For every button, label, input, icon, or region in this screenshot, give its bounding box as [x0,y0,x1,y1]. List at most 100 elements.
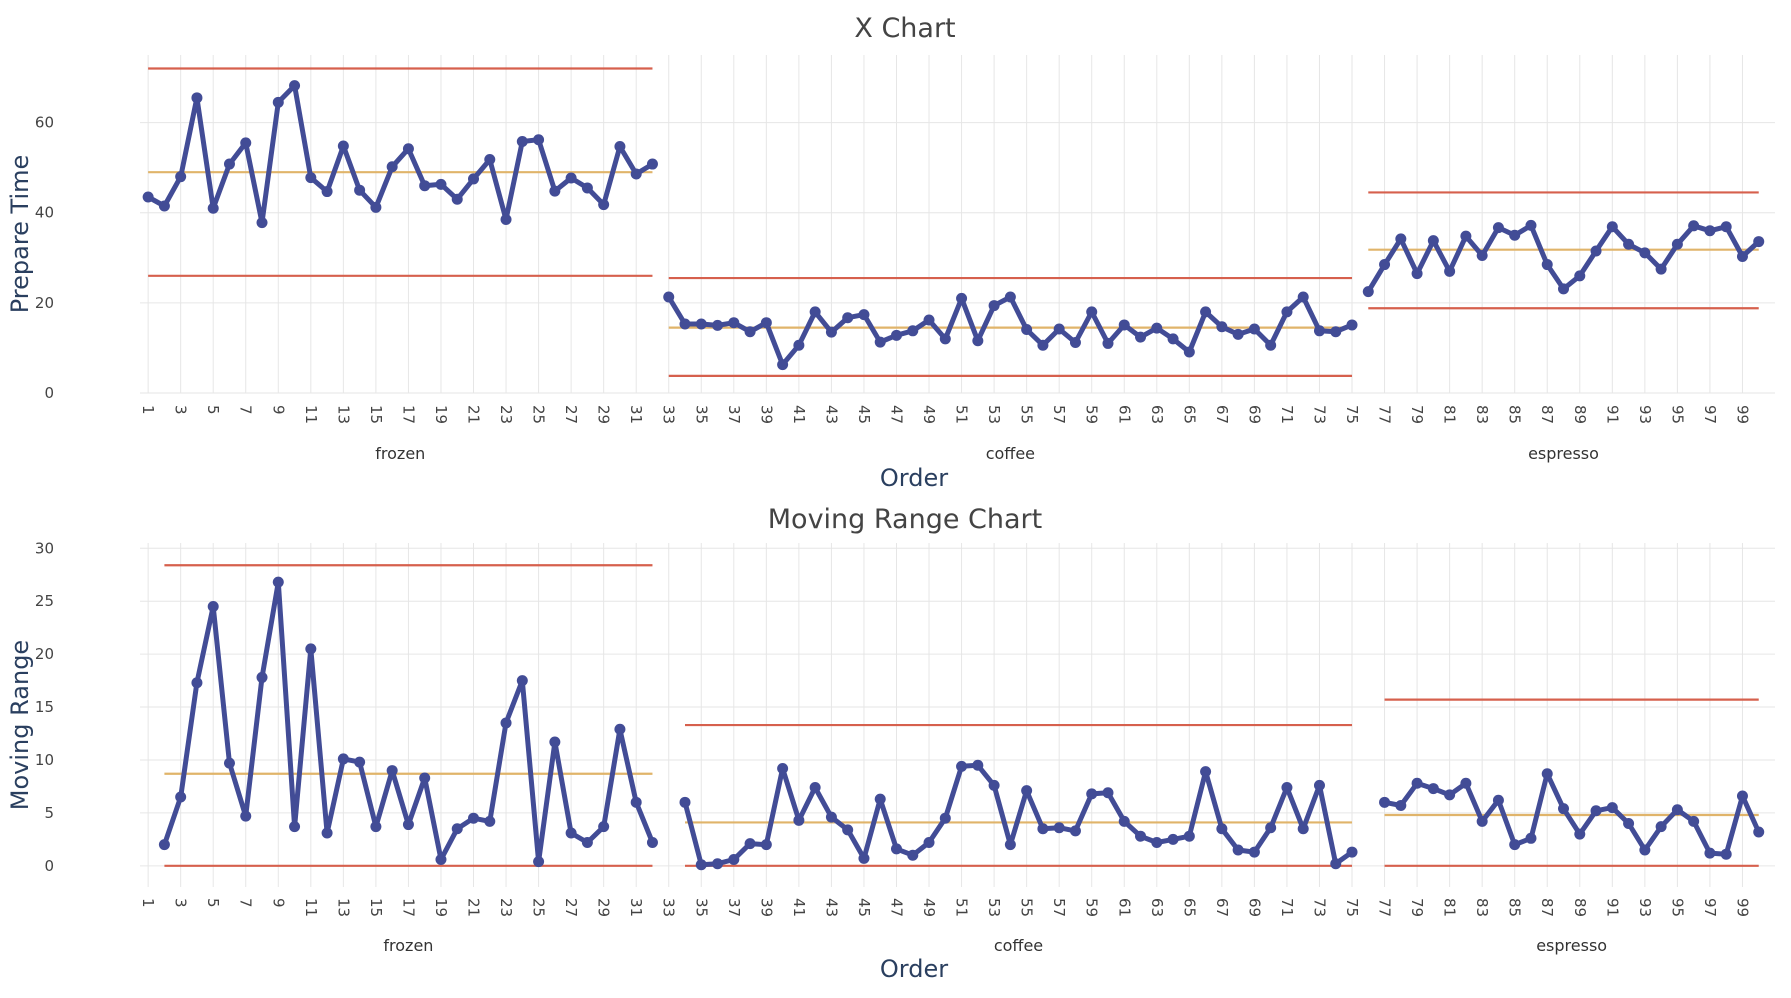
data-point [1135,331,1147,343]
data-point [1216,321,1228,333]
x-tick-label: 75 [1343,898,1361,917]
data-point [1590,805,1602,817]
chart-title: X Chart [854,13,955,44]
y-tick-label: 15 [35,698,54,716]
x-tick-label: 97 [1701,898,1719,917]
data-point [1167,833,1179,845]
data-point [565,827,577,839]
x-tick-label: 55 [1018,405,1036,424]
x-tick-label: 33 [660,405,678,424]
data-point [370,821,382,833]
data-point [1167,333,1179,345]
group-label-espresso: espresso [1528,444,1599,463]
data-point [695,318,707,330]
x-tick-label: 91 [1603,898,1621,917]
x-tick-label: 81 [1441,405,1459,424]
data-point [1655,821,1667,833]
data-point [419,772,431,784]
y-tick-label: 40 [35,204,54,222]
data-point [337,140,349,152]
x-tick-label: 25 [530,898,548,917]
data-point [646,837,658,849]
data-point [630,168,642,180]
data-point [695,859,707,871]
x-tick-label: 45 [855,405,873,424]
data-point [630,796,642,808]
x-tick-label: 91 [1603,405,1621,424]
data-point [1216,823,1228,835]
x-tick-label: 3 [172,405,190,415]
x-tick-label: 13 [334,405,352,424]
data-point [1297,823,1309,835]
series-line [145,83,655,226]
data-point [1704,225,1716,237]
data-point [1639,247,1651,259]
data-point [1379,796,1391,808]
x-tick-label: 35 [692,898,710,917]
data-point [1476,815,1488,827]
data-point [370,201,382,213]
x-tick-label: 9 [269,405,287,415]
x-tick-label: 69 [1245,405,1263,424]
data-point [1525,832,1537,844]
data-point [256,217,268,229]
data-point [1379,259,1391,271]
x-tick-label: 39 [757,405,775,424]
data-point [1281,782,1293,794]
data-point [793,814,805,826]
data-point [289,821,301,833]
data-point [1313,779,1325,791]
y-tick-label: 0 [44,857,54,875]
data-point [874,336,886,348]
data-point [1069,825,1081,837]
data-point [760,839,772,851]
data-point [191,677,203,689]
x-tick-label: 27 [562,898,580,917]
x-tick-label: 19 [432,898,450,917]
x-tick-label: 35 [692,405,710,424]
data-point [1151,322,1163,334]
data-point [1558,283,1570,295]
x-tick-label: 79 [1408,405,1426,424]
x-tick-label: 27 [562,405,580,424]
data-point [565,172,577,184]
data-point [1639,844,1651,856]
y-tick-label: 5 [44,804,54,822]
x-tick-label: 95 [1668,898,1686,917]
data-point [679,796,691,808]
data-point [1606,221,1618,233]
data-point [760,317,772,329]
y-axis-label: Moving Range [6,640,34,810]
data-point [890,843,902,855]
data-point [1021,323,1033,335]
x-tick-label: 51 [953,898,971,917]
x-tick-label: 59 [1083,405,1101,424]
x-tick-label: 15 [367,898,385,917]
data-point [858,852,870,864]
x-tick-label: 25 [530,405,548,424]
data-point [1330,326,1342,338]
data-point [744,838,756,850]
x-tick-label: 49 [920,898,938,917]
data-point [1688,220,1700,232]
data-point [435,178,447,190]
data-point [1151,837,1163,849]
data-point [175,171,187,183]
x-tick-label: 99 [1733,405,1751,424]
data-point [1671,804,1683,816]
group-frozen: frozen [158,564,658,955]
x-tick-label: 33 [660,898,678,917]
data-point [907,849,919,861]
data-point [191,92,203,104]
x-tick-label: 15 [367,405,385,424]
data-point [1086,788,1098,800]
x-tick-label: 3 [172,898,190,908]
data-point [1037,823,1049,835]
data-point [1362,286,1374,298]
x-tick-label: 5 [204,405,222,415]
data-point [712,858,724,870]
group-label-frozen: frozen [383,936,433,955]
x-tick-label: 73 [1310,898,1328,917]
